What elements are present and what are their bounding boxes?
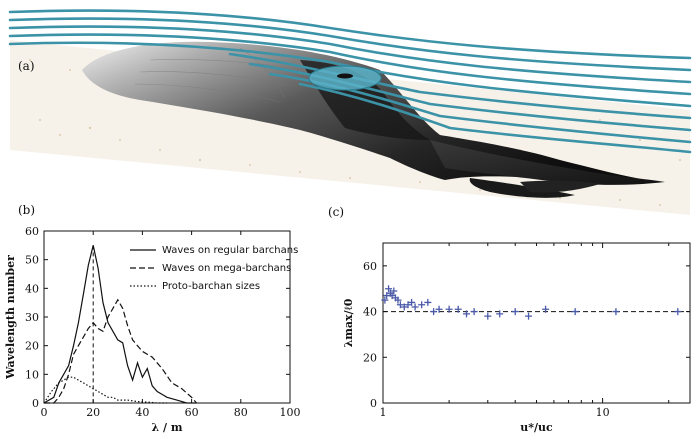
panel-label-b: (b) [18, 203, 35, 217]
panel-c: (c) 1 10 0 20 40 60 u*/uc λmax/ℓ0 [328, 205, 691, 434]
data-point [404, 301, 412, 309]
x-tick-label: 80 [234, 406, 248, 419]
y-tick-label: 50 [25, 254, 39, 267]
data-point [396, 301, 404, 309]
y-tick-label: 20 [363, 351, 377, 364]
data-point [400, 303, 408, 311]
x-tick-label: 40 [135, 406, 149, 419]
streamlines [8, 9, 692, 154]
data-point [511, 308, 519, 316]
y-tick-label: 30 [25, 311, 39, 324]
x-tick-label: 100 [280, 406, 301, 419]
series-line-solid [43, 245, 197, 404]
y-tick-label: 0 [370, 397, 377, 410]
y-tick-label: 60 [25, 225, 39, 238]
x-tick-label: 0 [41, 406, 48, 419]
data-point [454, 305, 462, 313]
data-point [462, 310, 470, 318]
data-point [542, 305, 550, 313]
data-point [612, 308, 620, 316]
x-axis-label: λ / m [151, 421, 182, 434]
x-tick-label: 1 [380, 406, 387, 419]
y-axis-label: λmax/ℓ0 [342, 298, 355, 347]
data-point [445, 305, 453, 313]
data-point [571, 308, 579, 316]
panel-a: (a) [8, 9, 692, 215]
x-tick-label: 60 [185, 406, 199, 419]
dune-horn-lower [469, 178, 575, 198]
series-line-dashed [44, 298, 197, 404]
data-point [408, 298, 416, 306]
data-point [394, 296, 402, 304]
plot-frame-c [382, 242, 691, 404]
data-point [430, 308, 438, 316]
data-point [470, 308, 478, 316]
dune-horn-upper [430, 140, 665, 185]
data-point [484, 312, 492, 320]
data-point [424, 298, 432, 306]
y-axis-label: Wavelength number [4, 255, 17, 380]
data-point [525, 312, 533, 320]
y-tick-label: 0 [32, 397, 39, 410]
data-point [435, 305, 443, 313]
data-point [418, 301, 426, 309]
x-tick-label: 20 [86, 406, 100, 419]
y-tick-label: 10 [25, 368, 39, 381]
x-tick-label: 10 [596, 406, 610, 419]
y-tick-label: 20 [25, 340, 39, 353]
legend-label: Waves on mega-barchans [162, 263, 291, 274]
chart-c: 1 10 0 20 40 60 u*/uc λmax/ℓ0 [342, 242, 691, 434]
y-tick-label: 60 [363, 260, 377, 273]
data-point [381, 296, 389, 304]
legend-label: Proto-barchan sizes [162, 281, 260, 292]
data-point [411, 303, 419, 311]
probe-disc [308, 65, 382, 91]
data-point [674, 308, 682, 316]
legend-label: Waves on regular barchans [162, 245, 298, 256]
x-axis-label: u*/uc [520, 421, 553, 434]
dune-fragment [520, 180, 600, 193]
y-tick-label: 40 [363, 306, 377, 319]
y-tick-label: 40 [25, 282, 39, 295]
plot-frame-b [43, 230, 291, 404]
data-point [385, 285, 393, 293]
data-point [496, 310, 504, 318]
series-line-dotted [43, 376, 167, 404]
panel-label-c: (c) [328, 205, 344, 219]
data-point [390, 287, 398, 295]
panel-label-a: (a) [18, 59, 35, 73]
